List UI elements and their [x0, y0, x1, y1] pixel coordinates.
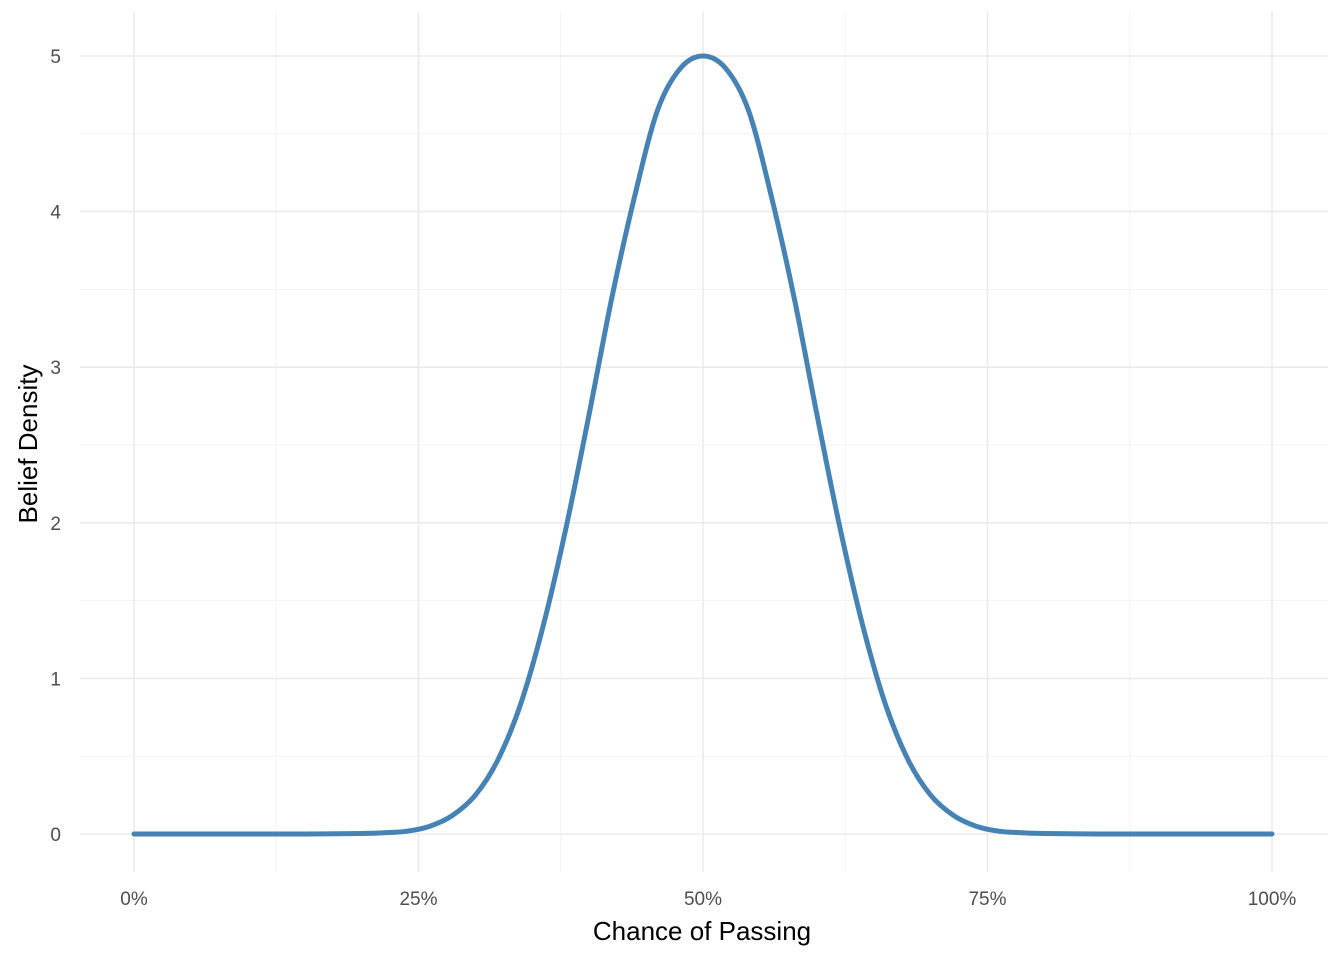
y-tick-label: 0: [50, 825, 61, 846]
minor-gridlines: [80, 12, 1328, 872]
y-tick-labels: 0 1 2 3 4 5: [50, 47, 61, 846]
y-tick-label: 1: [50, 669, 61, 690]
x-tick-label: 100%: [1248, 889, 1297, 910]
major-gridlines: [80, 12, 1328, 872]
series-layer: [131, 53, 1275, 837]
y-axis-title: Belief Density: [13, 365, 43, 524]
y-tick-label: 3: [50, 358, 61, 379]
x-tick-label: 50%: [684, 889, 722, 910]
y-tick-label: 4: [50, 203, 61, 224]
x-tick-label: 0%: [120, 889, 148, 910]
y-tick-label: 2: [50, 514, 61, 535]
density-curve: [131, 53, 1275, 837]
x-tick-label: 75%: [968, 889, 1006, 910]
x-tick-labels: 0% 25% 50% 75% 100%: [120, 889, 1296, 910]
y-tick-label: 5: [50, 47, 61, 68]
x-tick-label: 25%: [399, 889, 437, 910]
x-axis-title: Chance of Passing: [593, 916, 811, 946]
